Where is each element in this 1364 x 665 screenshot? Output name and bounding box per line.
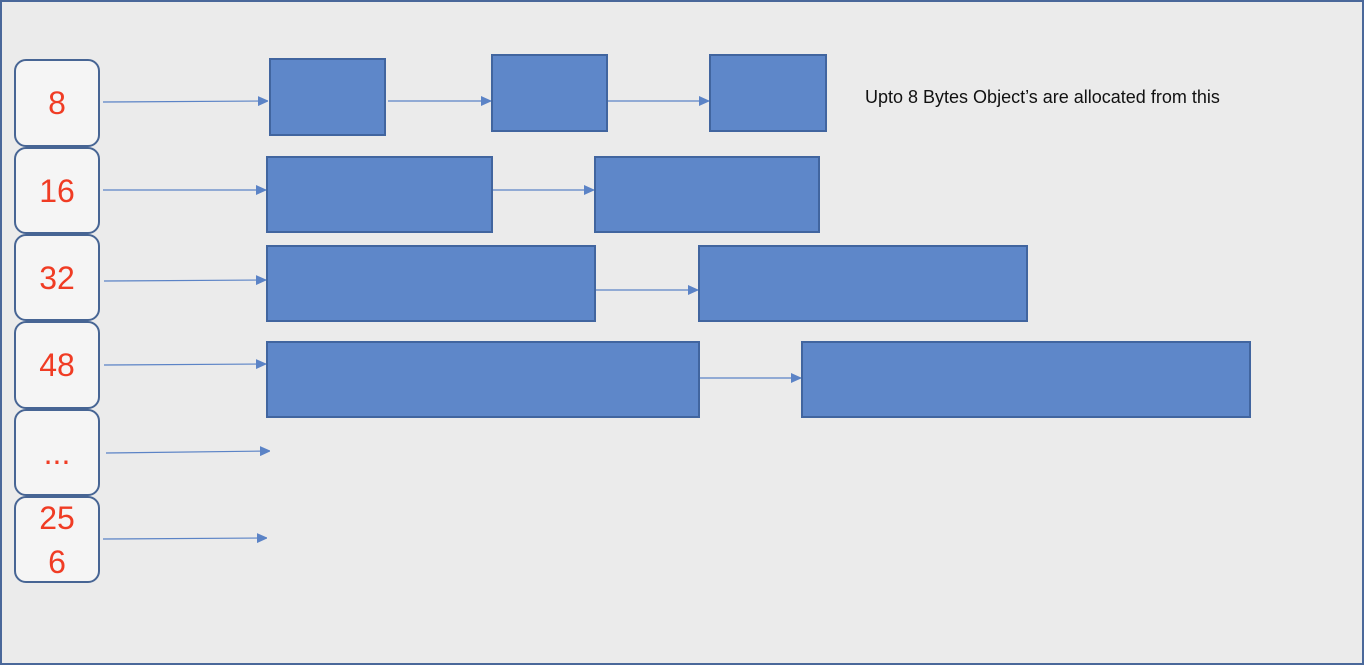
block-8-3 [709,54,827,132]
note-text: Upto 8 Bytes Object’s are allocated from… [865,87,1220,107]
size-class-32: 32 [14,234,100,321]
size-class-256: 25 6 [14,496,100,583]
block-8-2 [491,54,608,132]
size-class-48: 48 [14,321,100,409]
size-class-ellipsis: ... [14,409,100,496]
block-32-1 [266,245,596,322]
block-16-1 [266,156,493,233]
arrow-32-to-block1 [103,280,266,281]
size-class-16: 16 [14,147,100,234]
block-48-1 [266,341,700,418]
block-48-2 [801,341,1251,418]
block-16-2 [594,156,820,233]
size-class-8: 8 [14,59,100,147]
arrow-48-to-block1 [103,364,266,365]
arrow-256 [102,538,267,539]
arrow-8-to-block1 [102,101,268,102]
block-8-1 [269,58,386,136]
block-32-2 [698,245,1028,322]
arrow-ellipsis [105,451,270,453]
